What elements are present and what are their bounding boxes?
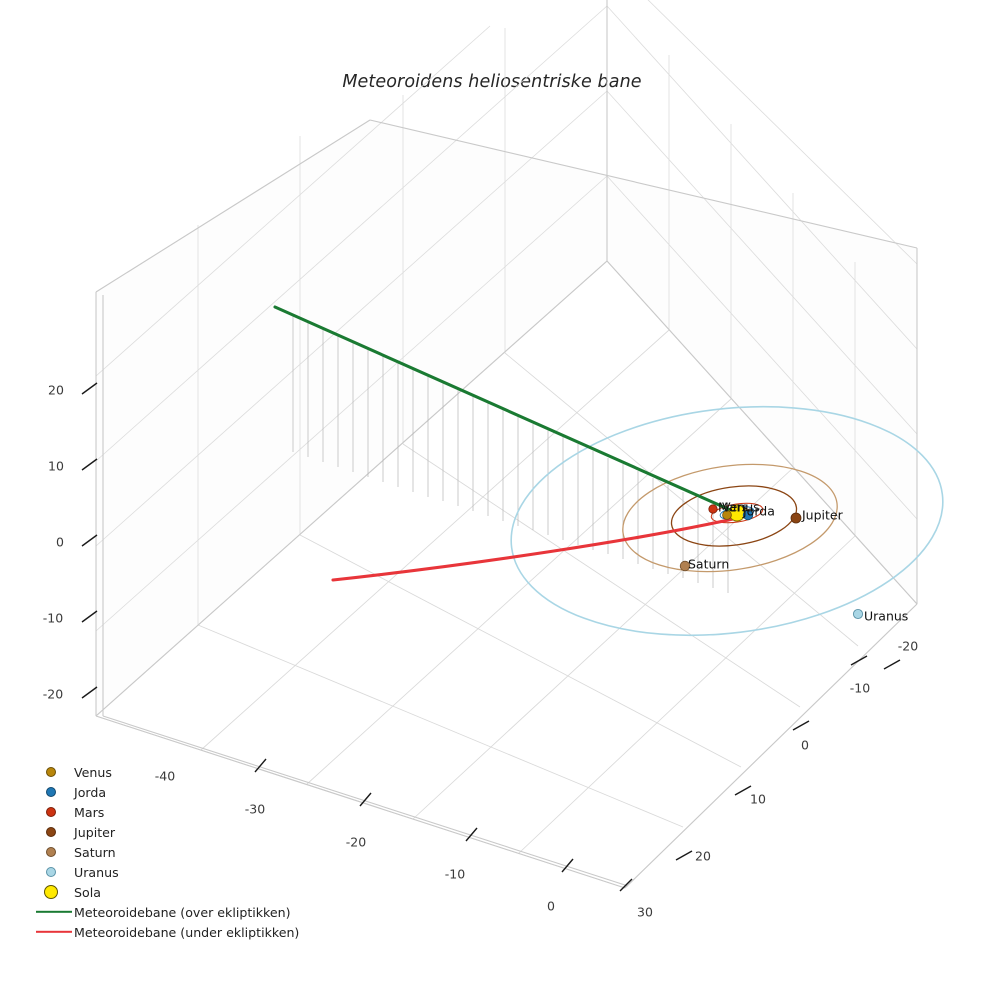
box-edges (95, 0, 918, 889)
legend-marker-saturn (34, 842, 74, 862)
marker-jorda (742, 509, 754, 521)
legend-item-jupiter[interactable]: Jupiter (34, 822, 334, 842)
meteoroid-track-above-ecliptic (273, 305, 739, 515)
marker-saturn (679, 560, 691, 572)
point-label-mars: Mars (718, 499, 749, 515)
orbit-uranus (510, 405, 944, 637)
planet-markers (679, 504, 864, 620)
x-tick-4: 0 (547, 898, 555, 914)
z-tick-4: -20 (42, 686, 64, 702)
legend-item-track-below[interactable]: Meteoroidebane (under ekliptikken) (34, 922, 334, 942)
legend-marker-mars (34, 802, 74, 822)
y-tick-4: -10 (849, 680, 871, 696)
legend-marker-venus (34, 762, 74, 782)
marker-jupiter (790, 512, 802, 524)
orbit-saturn (622, 463, 838, 573)
legend-line-under (34, 922, 74, 942)
legend-label-saturn: Saturn (74, 844, 116, 860)
legend-marker-sola (34, 882, 74, 902)
planet-orbits (510, 405, 944, 637)
y-tick-0: 30 (637, 904, 653, 920)
legend-item-sola[interactable]: Sola (34, 882, 334, 902)
marker-uranus (852, 608, 864, 620)
meteoroid-dropline-stems (292, 315, 729, 593)
legend-label-sola: Sola (74, 884, 101, 900)
legend-label-track-below: Meteoroidebane (under ekliptikken) (74, 924, 300, 940)
legend-item-track-above[interactable]: Meteoroidebane (over ekliptikken) (34, 902, 334, 922)
z-tick-3: -10 (42, 610, 64, 626)
y-tick-5: -20 (897, 638, 919, 654)
legend-item-venus[interactable]: Venus (34, 762, 334, 782)
legend-marker-uranus (34, 862, 74, 882)
meteoroid-track-below-ecliptic (331, 515, 744, 582)
x-tick-3: -10 (444, 866, 466, 882)
x-tick-1: -30 (244, 801, 266, 817)
z-tick-1: 10 (48, 458, 64, 474)
y-tick-1: 20 (695, 848, 711, 864)
y-tick-2: 10 (750, 791, 766, 807)
page-title: Meteoroidens heliosentriske bane (342, 72, 642, 92)
legend-item-uranus[interactable]: Uranus (34, 862, 334, 882)
x-tick-2: -20 (345, 834, 367, 850)
legend-item-saturn[interactable]: Saturn (34, 842, 334, 862)
axis-panes (96, 120, 917, 888)
legend-line-over (34, 902, 74, 922)
legend-label-jorda: Jorda (74, 784, 107, 800)
y-tick-3: 0 (801, 737, 809, 753)
z-tick-2: 0 (56, 534, 64, 550)
z-axis-ticks (81, 382, 98, 699)
meteoroid-trajectory (273, 305, 744, 582)
point-label-jupiter: Jupiter (802, 507, 843, 523)
legend-label-uranus: Uranus (74, 864, 119, 880)
marker-venus (722, 510, 732, 520)
point-label-uranus: Uranus (864, 608, 909, 624)
y-axis-ticks (675, 655, 901, 861)
legend-marker-jupiter (34, 822, 74, 842)
z-tick-0: 20 (48, 382, 64, 398)
orbit-mars (710, 502, 764, 524)
legend: Venus Jorda Mars Jupiter Saturn (34, 762, 334, 942)
legend-label-mars: Mars (74, 804, 105, 820)
orbit-jupiter (670, 485, 798, 547)
legend-item-mars[interactable]: Mars (34, 802, 334, 822)
legend-label-track-above: Meteoroidebane (over ekliptikken) (74, 904, 291, 920)
marker-mars (708, 504, 718, 514)
point-label-venus: Venus (722, 499, 760, 515)
legend-marker-jorda (34, 782, 74, 802)
legend-item-jorda[interactable]: Jorda (34, 782, 334, 802)
x-tick-0: -40 (154, 768, 176, 784)
legend-label-jupiter: Jupiter (74, 824, 116, 840)
point-label-saturn: Saturn (688, 556, 730, 572)
x-axis-ticks (254, 758, 633, 892)
point-label-jorda: Jorda (743, 503, 775, 519)
legend-label-venus: Venus (74, 764, 112, 780)
